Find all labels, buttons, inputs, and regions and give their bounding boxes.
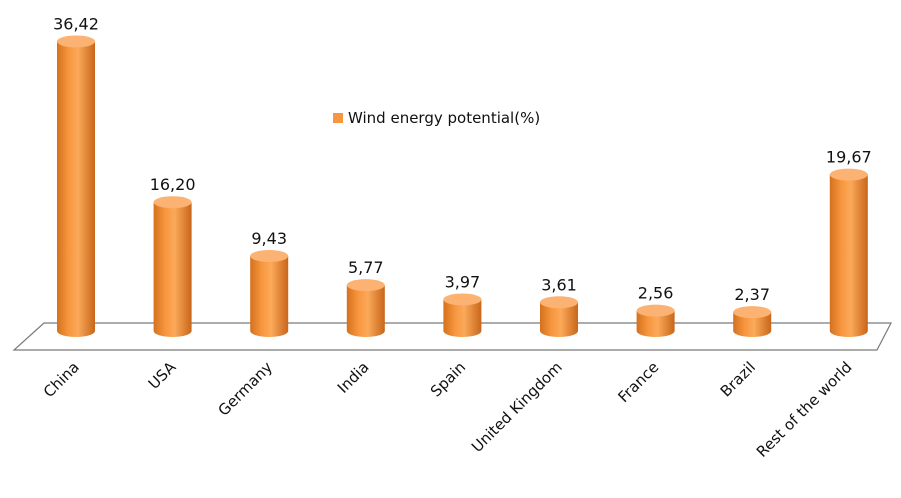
data-labels-group: 36,42 16,20 9,43 5,77 3,97 3,61 2,56 2,37 19,67 <box>53 14 872 304</box>
bar-top <box>829 168 868 181</box>
data-label: 19,67 <box>826 148 872 167</box>
bar-top <box>250 250 289 263</box>
bar-top <box>540 296 578 309</box>
bar-body <box>443 299 482 337</box>
legend-label: Wind energy potential(%) <box>348 109 540 127</box>
bar-body <box>829 174 868 337</box>
category-label: USA <box>145 358 180 393</box>
bar-top <box>636 304 675 317</box>
bar-body <box>346 285 385 337</box>
bar-9 <box>829 168 868 337</box>
data-label: 16,20 <box>150 175 196 194</box>
category-label: France <box>614 358 662 406</box>
data-label: 3,61 <box>541 275 577 294</box>
data-label: 36,42 <box>53 14 99 33</box>
data-label: 9,43 <box>251 229 287 248</box>
bar-7 <box>636 304 675 337</box>
legend: Wind energy potential(%) <box>333 109 540 127</box>
category-label: Rest of the world <box>753 358 856 461</box>
category-label: Brazil <box>717 358 759 400</box>
bar-4 <box>346 279 385 337</box>
bar-5 <box>443 293 482 337</box>
bar-1 <box>57 35 95 337</box>
bar-3 <box>250 250 289 337</box>
category-label: Germany <box>215 358 277 420</box>
bar-6 <box>540 296 578 337</box>
bar-top <box>733 306 772 319</box>
bar-body <box>57 41 95 337</box>
bars-group <box>57 35 868 337</box>
bar-top <box>346 279 385 292</box>
bar-top <box>443 293 482 306</box>
data-label: 5,77 <box>348 258 384 277</box>
category-label: Spain <box>427 358 469 400</box>
bar-body <box>540 302 578 337</box>
bar-2 <box>153 196 192 337</box>
bar-body <box>250 256 289 337</box>
bar-top <box>57 35 95 48</box>
bar-body <box>636 310 675 337</box>
data-label: 2,56 <box>638 284 674 303</box>
category-label: China <box>40 358 83 401</box>
bar-top <box>153 196 192 209</box>
bar-body <box>153 202 192 337</box>
data-label: 2,37 <box>734 285 770 304</box>
bar-body <box>733 312 772 337</box>
category-label: India <box>334 358 373 397</box>
bar-8 <box>733 306 772 337</box>
category-label: United Kingdom <box>468 358 566 456</box>
legend-swatch <box>333 113 343 123</box>
data-label: 3,97 <box>445 272 481 291</box>
